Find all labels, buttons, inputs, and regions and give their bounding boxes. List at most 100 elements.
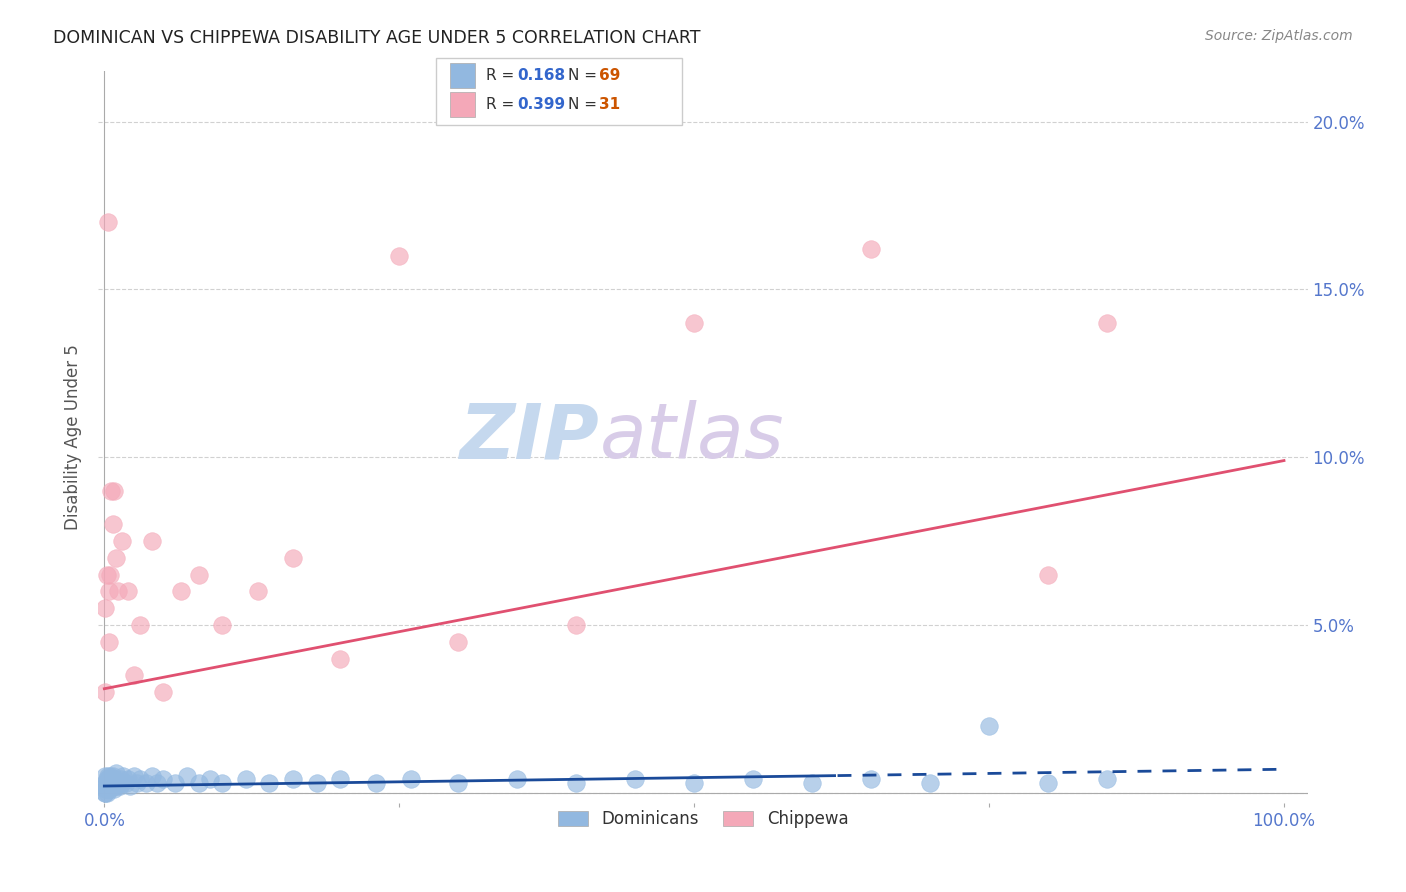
Point <box>117 772 139 787</box>
Point <box>98 769 121 783</box>
Point <box>98 772 121 787</box>
Text: R =: R = <box>486 97 520 112</box>
Point <box>94 769 117 783</box>
Point <box>97 779 120 793</box>
Point <box>100 779 122 793</box>
Point <box>94 786 117 800</box>
Point <box>117 584 139 599</box>
Point <box>1036 567 1059 582</box>
Point <box>96 775 118 789</box>
Point <box>187 775 209 789</box>
Point <box>399 772 422 787</box>
Point <box>128 772 150 787</box>
Point <box>141 769 163 783</box>
Point <box>96 782 118 797</box>
Point <box>281 772 304 787</box>
Point <box>110 772 132 787</box>
Point <box>801 775 824 789</box>
Legend: Dominicans, Chippewa: Dominicans, Chippewa <box>551 804 855 835</box>
Point <box>105 779 128 793</box>
Point <box>565 618 588 632</box>
Point <box>98 584 121 599</box>
Point <box>94 601 117 615</box>
Point <box>683 775 706 789</box>
Point <box>860 242 883 256</box>
Point <box>97 215 120 229</box>
Point <box>98 779 121 793</box>
Point <box>98 782 121 797</box>
Text: ZIP: ZIP <box>461 401 600 474</box>
Point <box>146 775 169 789</box>
Point <box>94 782 117 797</box>
Point <box>447 634 470 648</box>
Text: 31: 31 <box>599 97 620 112</box>
Point <box>112 769 135 783</box>
Point <box>170 584 193 599</box>
Point <box>141 534 163 549</box>
Point <box>103 483 125 498</box>
Point <box>187 567 209 582</box>
Point <box>624 772 647 787</box>
Point <box>1095 316 1118 330</box>
Point <box>96 772 118 787</box>
Point <box>977 718 1000 732</box>
Point <box>920 775 942 789</box>
Point <box>94 786 117 800</box>
Text: N =: N = <box>568 69 602 83</box>
Point <box>860 772 883 787</box>
Point <box>246 584 269 599</box>
Point <box>98 775 121 789</box>
Point <box>97 775 120 789</box>
Point <box>165 775 187 789</box>
Point <box>98 567 121 582</box>
Point <box>105 550 128 565</box>
Point <box>388 249 411 263</box>
Point <box>101 517 124 532</box>
Point <box>114 775 136 789</box>
Y-axis label: Disability Age Under 5: Disability Age Under 5 <box>65 344 83 530</box>
Point <box>101 779 124 793</box>
Point <box>176 769 198 783</box>
Point <box>259 775 281 789</box>
Text: atlas: atlas <box>600 401 785 474</box>
Point <box>211 775 233 789</box>
Point <box>105 765 128 780</box>
Text: N =: N = <box>568 97 602 112</box>
Point <box>108 779 131 793</box>
Point <box>94 775 117 789</box>
Point <box>100 772 122 787</box>
Point <box>96 786 118 800</box>
Point <box>105 775 128 789</box>
Point <box>200 772 222 787</box>
Point <box>104 779 127 793</box>
Point <box>111 775 134 789</box>
Point <box>107 584 129 599</box>
Point <box>329 651 352 665</box>
Text: 0.399: 0.399 <box>517 97 565 112</box>
Point <box>97 769 120 783</box>
Point <box>96 779 118 793</box>
Point <box>94 779 117 793</box>
Point <box>364 775 387 789</box>
Point <box>101 769 124 783</box>
Point <box>103 772 125 787</box>
Point <box>100 483 122 498</box>
Point <box>1036 775 1059 789</box>
Point <box>96 567 118 582</box>
Point <box>107 775 129 789</box>
Point <box>235 772 257 787</box>
Point <box>683 316 706 330</box>
Text: DOMINICAN VS CHIPPEWA DISABILITY AGE UNDER 5 CORRELATION CHART: DOMINICAN VS CHIPPEWA DISABILITY AGE UND… <box>53 29 702 46</box>
Point <box>1095 772 1118 787</box>
Point <box>103 782 125 797</box>
Text: R =: R = <box>486 69 520 83</box>
Point <box>565 775 588 789</box>
Point <box>152 685 174 699</box>
Point <box>122 668 145 682</box>
Point <box>329 772 352 787</box>
Point <box>94 685 117 699</box>
Point <box>305 775 328 789</box>
Point <box>127 775 149 789</box>
Text: 0.168: 0.168 <box>517 69 565 83</box>
Point <box>152 772 174 787</box>
